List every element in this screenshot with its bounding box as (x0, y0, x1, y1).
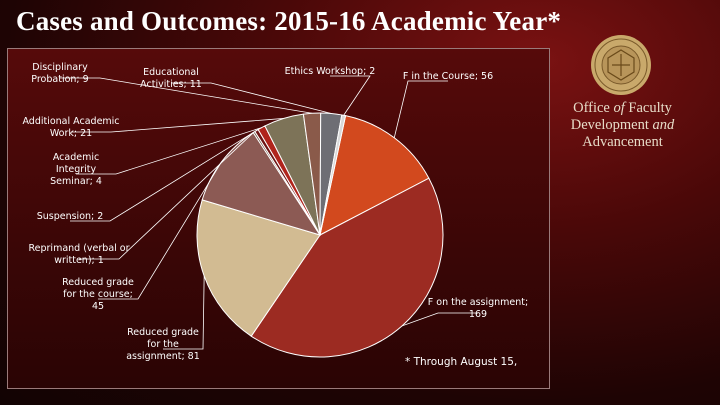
slice-label: Reduced grade for the assignment; 81 (126, 327, 200, 362)
slice-label: Educational Activities; 11 (140, 67, 202, 90)
slice-label: F on the assignment; 169 (428, 297, 528, 320)
slice-label: Reprimand (verbal or written); 1 (28, 243, 129, 266)
office-line-1: Office of Faculty (573, 100, 672, 116)
leader-line (393, 80, 448, 138)
footnote: * Through August 15, (405, 356, 518, 368)
slice-label: Reduced grade for the course; 45 (62, 277, 134, 312)
leader-line (98, 161, 222, 300)
pie-slice (196, 199, 321, 337)
leader-line (401, 312, 478, 327)
leader-line (79, 131, 255, 260)
slice-label: Additional Academic Work; 21 (22, 116, 119, 139)
leader-line (76, 127, 262, 175)
slice-label: Ethics Workshop; 2 (285, 66, 376, 77)
leader-line (60, 77, 313, 114)
leader-line (330, 75, 371, 116)
slice-label: Suspension; 2 (37, 211, 104, 222)
leader-line (171, 82, 332, 114)
office-name: Office of Faculty Development and Advanc… (555, 100, 690, 151)
slice-label: Disciplinary Probation; 9 (31, 62, 88, 85)
leader-line (71, 118, 284, 133)
slice-label: F in the Course; 56 (403, 71, 493, 82)
office-line-2: Development and (570, 117, 675, 133)
slice-label: Academic Integrity Seminar; 4 (50, 152, 102, 187)
leader-line (163, 276, 205, 350)
pie-slice (319, 114, 347, 236)
university-seal-icon (591, 35, 651, 95)
leader-line (70, 130, 257, 222)
office-line-3: Advancement (582, 134, 663, 150)
slide-title: Cases and Outcomes: 2015-16 Academic Yea… (16, 6, 562, 36)
